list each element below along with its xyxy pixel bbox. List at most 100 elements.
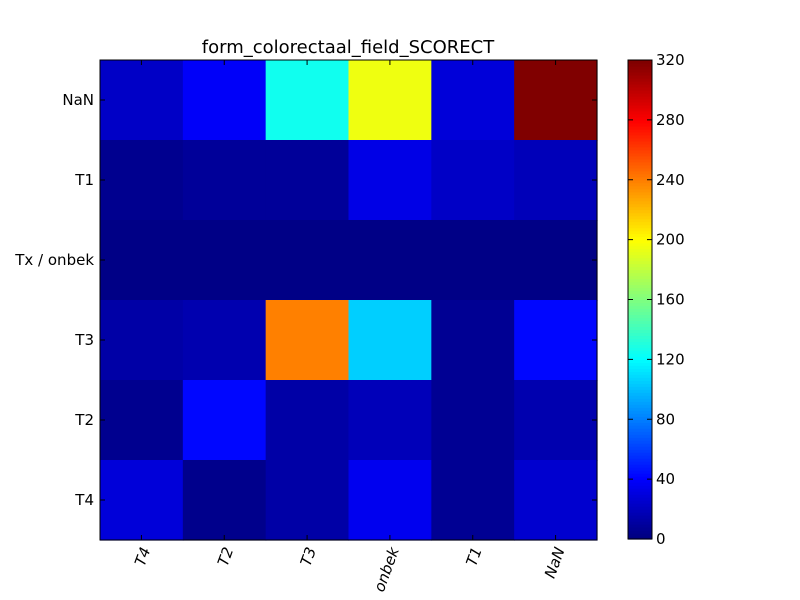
colorbar-tick-label: 200	[656, 231, 685, 249]
colorbar-segment	[628, 158, 652, 163]
colorbar-segment	[628, 60, 652, 64]
colorbar-segment	[628, 224, 652, 229]
heatmap-cell	[431, 380, 515, 461]
colorbar-segment	[628, 167, 652, 172]
colorbar-segment	[628, 293, 652, 298]
colorbar-segment	[628, 215, 652, 220]
colorbar-segment	[628, 296, 652, 301]
heatmap-cell	[514, 140, 598, 221]
colorbar-segment	[628, 212, 652, 217]
colorbar-segment	[628, 329, 652, 334]
colorbar-segment	[628, 512, 652, 516]
colorbar-segment	[628, 233, 652, 238]
colorbar-segment	[628, 95, 652, 100]
y-tick-label: T4	[74, 491, 94, 509]
colorbar-segment	[628, 494, 652, 498]
colorbar-segment	[628, 272, 652, 277]
colorbar-segment	[628, 314, 652, 319]
colorbar-segment	[628, 206, 652, 211]
colorbar-segment	[628, 410, 652, 414]
colorbar-segment	[628, 152, 652, 157]
heatmap-cell	[100, 300, 184, 381]
heatmap-cell	[100, 220, 184, 301]
colorbar-segment	[628, 452, 652, 456]
colorbar-segment	[628, 473, 652, 477]
colorbar-segment	[628, 485, 652, 489]
y-tick-label: NaN	[62, 91, 94, 109]
colorbar-segment	[628, 287, 652, 292]
colorbar-segment	[628, 275, 652, 280]
heatmap-cell	[182, 140, 267, 221]
heatmap-cell	[265, 300, 350, 381]
y-tick-label: T3	[74, 331, 94, 349]
colorbar-segment	[628, 530, 652, 534]
y-tick-label: T1	[74, 171, 94, 189]
colorbar-segment	[628, 125, 652, 130]
colorbar-segment	[628, 218, 652, 223]
colorbar-segment	[628, 77, 652, 82]
colorbar-segment	[628, 419, 652, 423]
heatmap-cell	[265, 460, 350, 541]
colorbar-segment	[628, 188, 652, 193]
heatmap-cell	[348, 380, 432, 461]
colorbar-segment	[628, 479, 652, 483]
x-tick-label: NaN	[541, 545, 569, 581]
colorbar-segment	[628, 506, 652, 510]
colorbar-segment	[628, 260, 652, 265]
colorbar-segment	[628, 239, 652, 244]
colorbar-segment	[628, 374, 652, 378]
colorbar-tick-label: 80	[656, 410, 675, 428]
heatmap-cell	[431, 220, 515, 301]
colorbar-segment	[628, 128, 652, 133]
colorbar-segment	[628, 263, 652, 268]
heatmap-cell	[182, 60, 267, 141]
colorbar-segment	[628, 146, 652, 151]
colorbar-segment	[628, 404, 652, 408]
colorbar: 0 40 80 120 160 200 240 280 320	[627, 51, 685, 548]
colorbar-segment	[628, 170, 652, 175]
x-tick-label: T3	[297, 545, 320, 569]
colorbar-segment	[628, 503, 652, 507]
colorbar-segment	[628, 317, 652, 322]
colorbar-segment	[628, 200, 652, 205]
colorbar-segment	[628, 116, 652, 121]
colorbar-segment	[628, 209, 652, 214]
colorbar-segment	[628, 407, 652, 411]
colorbar-segment	[628, 431, 652, 435]
colorbar-segment	[628, 98, 652, 103]
colorbar-segment	[628, 350, 652, 354]
colorbar-tick-label: 240	[656, 171, 685, 189]
colorbar-segment	[628, 395, 652, 399]
colorbar-segment	[628, 290, 652, 295]
colorbar-segment	[628, 428, 652, 432]
colorbar-tick-label: 0	[656, 530, 666, 548]
colorbar-segment	[628, 173, 652, 178]
colorbar-segment	[628, 305, 652, 310]
colorbar-segment	[628, 347, 652, 351]
colorbar-segment	[628, 227, 652, 232]
plot-frame	[99, 59, 598, 541]
colorbar-segment	[628, 110, 652, 115]
colorbar-tick-label: 320	[656, 51, 685, 69]
colorbar-segment	[628, 149, 652, 154]
colorbar-segment	[628, 425, 652, 429]
colorbar-segment	[628, 74, 652, 79]
colorbar-segment	[628, 341, 652, 346]
colorbar-segment	[628, 533, 652, 537]
colorbar-segment	[628, 467, 652, 471]
colorbar-segment	[628, 389, 652, 393]
colorbar-segment	[628, 434, 652, 438]
colorbar-segment	[628, 392, 652, 396]
colorbar-segment	[628, 281, 652, 286]
colorbar-segment	[628, 536, 652, 540]
colorbar-segment	[628, 122, 652, 127]
colorbar-segment	[628, 245, 652, 250]
colorbar-segment	[628, 68, 652, 73]
colorbar-segment	[628, 83, 652, 88]
heatmap-cell	[100, 380, 184, 461]
colorbar-segment	[628, 131, 652, 136]
colorbar-segment	[628, 242, 652, 247]
colorbar-segment	[628, 143, 652, 148]
colorbar-segment	[628, 398, 652, 402]
colorbar-tick-label: 280	[656, 111, 685, 129]
